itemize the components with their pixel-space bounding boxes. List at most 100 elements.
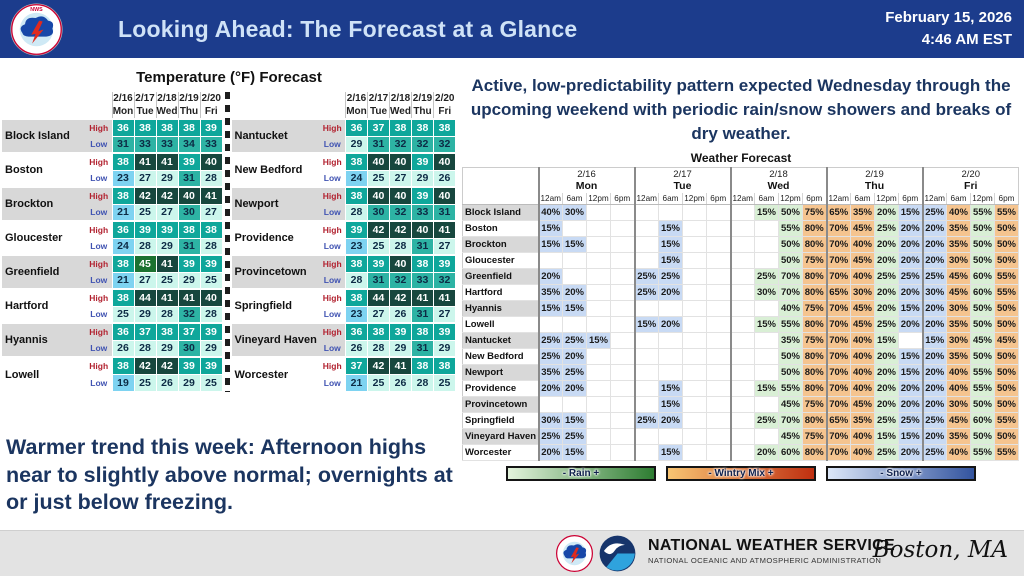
wf-cell: 75%: [802, 252, 827, 270]
wf-cell: 40%: [537, 204, 563, 222]
wf-cell: 50%: [778, 236, 803, 254]
wf-cell: 45%: [850, 252, 875, 270]
temp-high-cell: 39: [411, 186, 434, 205]
temp-high-cell: 39: [199, 356, 223, 375]
temp-high-cell: 36: [111, 322, 135, 341]
wf-cell: 20%: [921, 220, 947, 238]
wf-cell: 70%: [825, 236, 851, 254]
temp-low-cell: 31: [177, 169, 201, 188]
wf-cell: [586, 252, 611, 270]
wf-row-label: Provincetown: [462, 396, 539, 414]
wf-cell: [706, 428, 731, 446]
wf-cell: [610, 204, 635, 222]
wf-cell: 80%: [802, 364, 827, 382]
weather-time-header: 12am: [825, 193, 851, 206]
wf-cell: [729, 316, 755, 334]
temp-high-cell: 42: [389, 220, 412, 239]
wf-cell: [562, 220, 587, 238]
wf-cell: 30%: [946, 252, 971, 270]
wf-cell: [586, 380, 611, 398]
wf-cell: 20%: [754, 444, 779, 462]
temp-low-cell: 25: [133, 203, 157, 222]
temp-low-cell: 27: [433, 237, 456, 256]
wf-cell: 30%: [946, 332, 971, 350]
weather-time-header: 6pm: [898, 193, 923, 206]
temp-low-cell: 21: [111, 203, 135, 222]
temp-high-cell: 38: [345, 186, 368, 205]
wf-cell: 55%: [994, 268, 1019, 286]
dashed-divider: [224, 92, 230, 392]
weather-time-header: 6am: [754, 193, 779, 206]
wf-cell: [729, 364, 755, 382]
temp-high-cell: 38: [111, 288, 135, 307]
wf-cell: 55%: [994, 204, 1019, 222]
wf-cell: 50%: [970, 428, 995, 446]
high-label: High: [86, 322, 112, 340]
wf-cell: [706, 236, 731, 254]
wf-cell: 25%: [921, 444, 947, 462]
wf-cell: 15%: [633, 316, 659, 334]
temp-low-cell: 30: [177, 203, 201, 222]
wf-row-label: Block Island: [462, 204, 539, 222]
city-label: Hyannis: [2, 322, 86, 357]
low-label: Low: [323, 173, 341, 183]
temp-high-cell: 39: [199, 118, 223, 137]
temp-high-cell: 38: [345, 254, 368, 273]
temp-low-cell: 28: [133, 237, 157, 256]
wf-cell: 20%: [874, 348, 899, 366]
wf-cell: [610, 428, 635, 446]
wf-cell: 20%: [898, 252, 923, 270]
temp-high-cell: 37: [133, 322, 157, 341]
wf-cell: 55%: [994, 444, 1019, 462]
wf-cell: 25%: [537, 332, 563, 350]
temp-high-cell: 38: [433, 356, 456, 375]
temp-table: 2/16 2/17 2/18 2/19 2/20 Mon Tue Wed Thu Fri Nantu…: [231, 92, 456, 392]
wf-cell: [706, 332, 731, 350]
city-label: Boston: [2, 152, 86, 187]
wf-cell: 20%: [874, 396, 899, 414]
wf-cell: 50%: [970, 316, 995, 334]
wf-cell: 35%: [946, 348, 971, 366]
temp-day-header: Mon: [111, 105, 134, 120]
high-label: High: [86, 288, 112, 306]
weather-time-header: 12pm: [586, 193, 611, 206]
wf-cell: 80%: [802, 284, 827, 302]
wf-cell: [658, 204, 683, 222]
legend-snow: - Snow +: [826, 466, 976, 482]
weather-time-header: 6pm: [802, 193, 827, 206]
temp-high-cell: 36: [345, 322, 368, 341]
weather-time-header: 6pm: [610, 193, 635, 206]
wf-cell: 20%: [874, 364, 899, 382]
wf-cell: [586, 284, 611, 302]
wf-row-label: Hartford: [462, 284, 539, 302]
wf-cell: 20%: [921, 348, 947, 366]
temp-day-header: Fri: [199, 105, 222, 120]
issued-datetime: February 15, 2026 4:46 AM EST: [885, 7, 1012, 51]
temp-high-cell: 38: [345, 288, 368, 307]
wf-cell: [706, 300, 731, 318]
wf-cell: 40%: [946, 444, 971, 462]
temp-low-cell: 31: [411, 237, 434, 256]
wf-cell: [729, 444, 755, 462]
wf-cell: 20%: [658, 284, 683, 302]
temp-high-cell: 41: [155, 254, 179, 273]
wf-cell: 40%: [850, 348, 875, 366]
temp-low-cell: 31: [111, 135, 135, 154]
high-label: High: [86, 220, 112, 238]
temperature-title: Temperature (°F) Forecast: [136, 69, 322, 86]
nws-footer-logo-icon: [556, 535, 593, 576]
wf-cell: [682, 220, 707, 238]
temp-high-cell: 42: [389, 288, 412, 307]
temp-low-cell: 26: [111, 339, 135, 358]
wf-cell: [658, 300, 683, 318]
weather-day-header: 2/16 Mon: [537, 167, 635, 194]
temp-low-cell: 28: [199, 237, 223, 256]
wf-cell: 55%: [970, 380, 995, 398]
temp-low-cell: 33: [411, 271, 434, 290]
wf-cell: [658, 332, 683, 350]
temp-low-cell: 26: [389, 373, 412, 392]
temp-low-cell: 27: [199, 203, 223, 222]
temp-high-cell: 41: [389, 356, 412, 375]
wf-cell: [633, 380, 659, 398]
weather-day-header: 2/17 Tue: [633, 167, 731, 194]
